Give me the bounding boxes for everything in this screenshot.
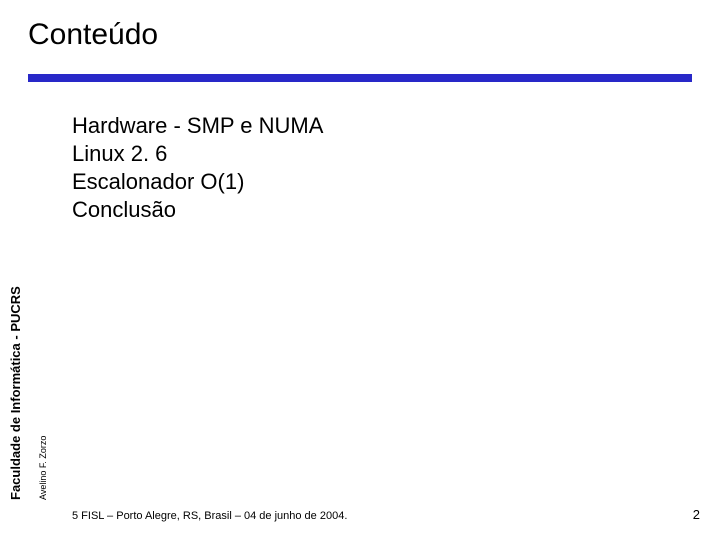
slide-title: Conteúdo [28,18,158,52]
sidebar-author: Avelino F. Zorzo [38,436,48,500]
bullet-list: Hardware - SMP e NUMA Linux 2. 6 Escalon… [72,112,323,225]
bullet-item: Linux 2. 6 [72,140,323,168]
bullet-item: Escalonador O(1) [72,168,323,196]
bullet-item: Conclusão [72,196,323,224]
bullet-item: Hardware - SMP e NUMA [72,112,323,140]
slide-footer: 5 FISL – Porto Alegre, RS, Brasil – 04 d… [72,510,347,522]
title-rule [28,74,692,82]
page-number: 2 [693,507,700,522]
sidebar-institution: Faculdade de Informática - PUCRS [8,286,23,500]
